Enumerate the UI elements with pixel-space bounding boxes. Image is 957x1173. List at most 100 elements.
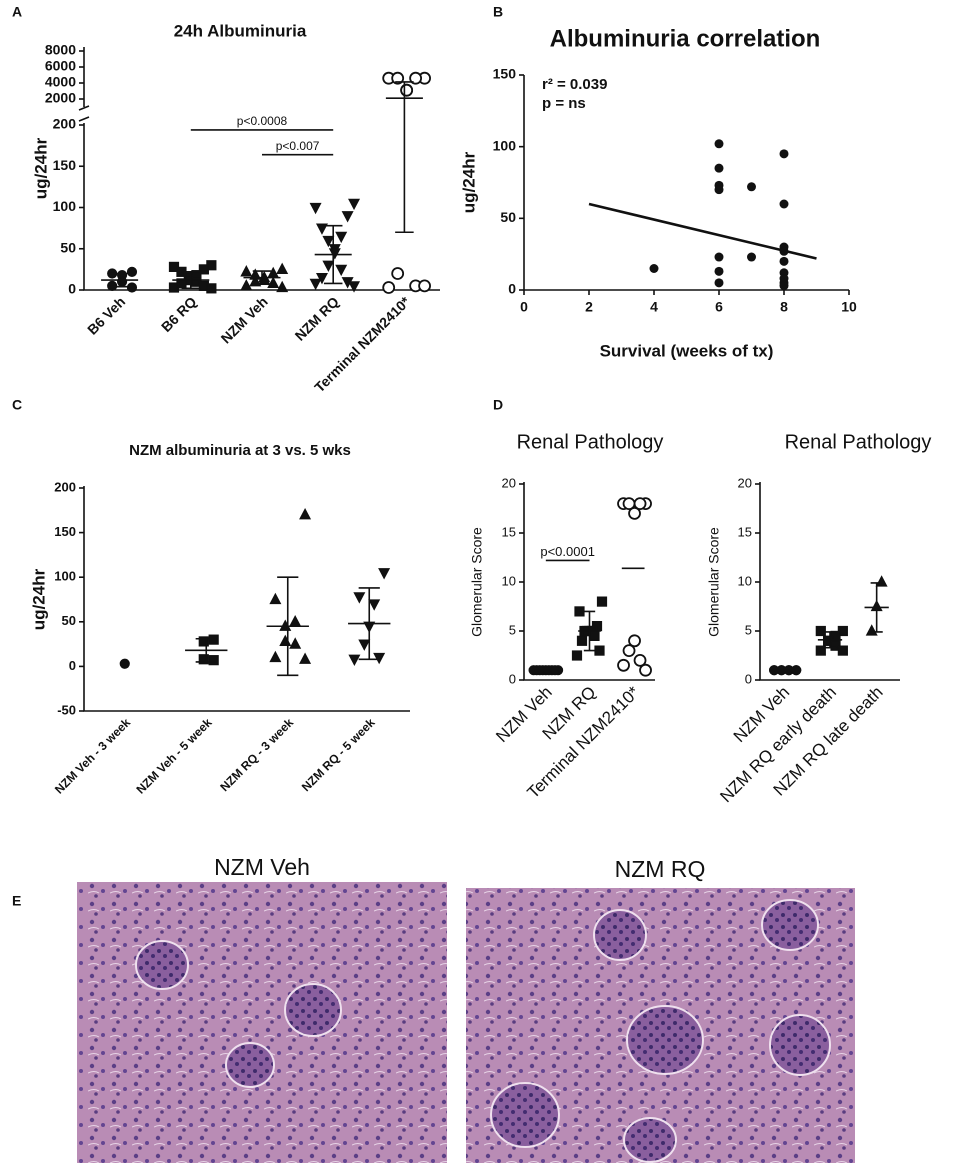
panel-label: E: [12, 893, 21, 909]
axis-line: [83, 123, 440, 291]
point: [269, 650, 282, 663]
point: [373, 652, 386, 665]
point: [596, 596, 608, 607]
y-tick-label: 5: [509, 622, 516, 637]
y-tick-label: 200: [53, 116, 77, 132]
y-tick-label: 50: [62, 613, 76, 628]
y-tick-label: 2000: [45, 90, 76, 106]
panel-label: C: [12, 397, 22, 413]
point: [714, 278, 724, 288]
x-tick-label: NZM Veh - 3 week: [52, 715, 133, 796]
x-tick-label: B6 RQ: [158, 293, 200, 335]
error-bar: [583, 610, 596, 652]
point: [240, 279, 253, 291]
point: [348, 654, 361, 667]
y-tick-label: 5: [745, 622, 752, 637]
point: [107, 280, 118, 291]
point: [322, 260, 335, 273]
point: [574, 606, 585, 617]
x-tick-label: B6 Veh: [84, 293, 128, 337]
point: [714, 185, 724, 195]
point: [576, 635, 588, 646]
point: [328, 248, 341, 260]
point: [368, 599, 381, 611]
point: [208, 655, 219, 666]
point: [617, 658, 630, 672]
chart-title: NZM albuminuria at 3 vs. 5 wks: [129, 442, 351, 459]
error-bar: [195, 637, 217, 663]
error-bar: [252, 270, 272, 286]
point: [126, 266, 138, 277]
point: [628, 507, 641, 520]
point: [335, 264, 348, 277]
x-tick-label: NZM Veh: [218, 293, 271, 346]
x-axis-label: Survival (weeks of tx): [600, 341, 774, 360]
point: [779, 256, 789, 266]
y-tick-label: 150: [53, 157, 77, 173]
y-axis-label: ug/24hr: [29, 568, 48, 630]
x-tick-label: 0: [520, 299, 528, 315]
y-tick-label: 0: [68, 281, 76, 297]
chart-title: Albuminuria correlation: [550, 25, 821, 52]
point: [240, 265, 253, 277]
chart-title: 24h Albuminuria: [174, 21, 307, 40]
x-tick-label: 8: [780, 299, 788, 315]
y-tick-label: 0: [745, 671, 752, 686]
x-tick-label: 10: [841, 299, 857, 315]
point: [571, 650, 583, 661]
x-tick-label: 6: [715, 299, 723, 315]
y-axis-label: ug/24hr: [31, 137, 50, 199]
point: [309, 202, 322, 215]
point: [289, 637, 302, 649]
point: [633, 654, 647, 667]
error-bar: [277, 576, 299, 677]
error-bar: [395, 81, 414, 234]
y-tick-label: 6000: [45, 58, 76, 74]
y-tick-label: 15: [738, 524, 752, 539]
chart-title: Renal Pathology: [785, 431, 932, 453]
y-axis-label: ug/24hr: [459, 151, 478, 213]
fit-line: [588, 202, 817, 260]
point: [276, 280, 289, 293]
y-tick-label: 0: [69, 658, 76, 673]
point: [341, 211, 354, 223]
panel-label: B: [493, 4, 503, 20]
error-bar: [181, 271, 201, 290]
point: [335, 231, 348, 244]
point: [391, 71, 405, 85]
y-tick-label: 0: [509, 671, 516, 686]
point: [815, 645, 826, 656]
point: [639, 663, 652, 677]
point: [315, 273, 328, 285]
x-tick-label: NZM RQ - 5 week: [299, 715, 378, 794]
point: [198, 264, 209, 275]
panel-label: D: [493, 397, 503, 413]
axis-line: [78, 47, 90, 122]
x-tick-label: 4: [650, 299, 658, 315]
y-tick-label: 20: [738, 475, 752, 490]
error-bar: [323, 224, 343, 285]
point: [391, 267, 405, 280]
annotation: r² = 0.039: [542, 76, 607, 93]
image-title: NZM RQ: [615, 856, 706, 882]
point: [269, 592, 282, 605]
point: [353, 592, 366, 604]
point: [714, 163, 724, 173]
point: [358, 639, 371, 651]
bracket-label: p<0.0008: [237, 114, 288, 128]
point: [348, 198, 361, 211]
y-tick-label: 150: [493, 66, 517, 82]
point: [315, 223, 328, 235]
point: [649, 264, 659, 273]
panel-label: A: [12, 4, 22, 20]
bracket-label: p<0.0001: [540, 544, 595, 559]
point: [279, 634, 292, 647]
point: [418, 279, 431, 293]
y-tick-label: 100: [53, 198, 77, 214]
y-tick-label: 20: [502, 475, 516, 490]
point: [747, 252, 756, 262]
point: [168, 282, 180, 293]
x-tick-label: NZM RQ: [292, 293, 342, 343]
point: [714, 139, 724, 149]
